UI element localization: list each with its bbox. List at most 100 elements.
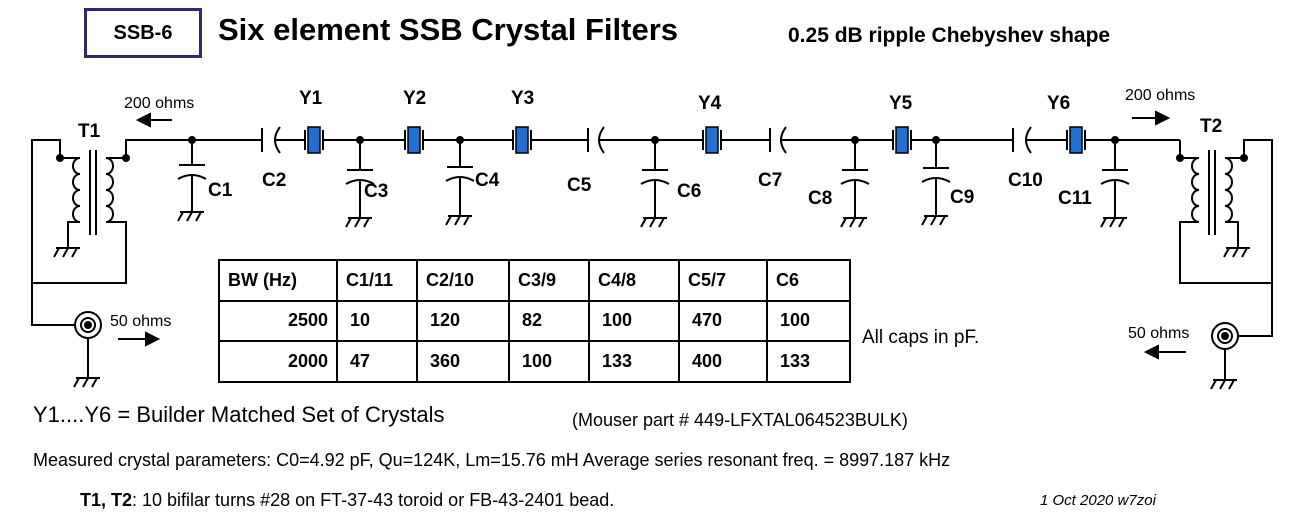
ground-icon: [53, 247, 80, 258]
table-cell: 400: [678, 340, 768, 383]
label-y1: Y1: [299, 88, 323, 109]
table-header-row: BW (Hz) C1/11 C2/10 C3/9 C4/8 C5/7 C6: [218, 259, 851, 302]
table-cell: 82: [508, 299, 590, 343]
arrow-icon-left-top: [135, 112, 172, 128]
label-c6: C6: [677, 181, 701, 202]
table-cell: 120: [416, 299, 510, 343]
transformer-winding-text: : 10 bifilar turns #28 on FT-37-43 toroi…: [132, 490, 615, 510]
shunt-capacitor-c9-symbol: [921, 136, 951, 226]
crystal-y5-symbol: [892, 126, 912, 154]
crystal-y1-symbol: [304, 126, 324, 154]
figure-id-badge: SSB-6: [84, 8, 202, 58]
label-y6: Y6: [1047, 93, 1070, 114]
table-cell-bw: 2000: [218, 340, 338, 383]
capacitor-c5-symbol: [587, 126, 605, 154]
ground-icon: [345, 217, 372, 228]
ground-icon: [177, 211, 204, 222]
table-cell: 100: [588, 299, 680, 343]
page-subtitle: 0.25 dB ripple Chebyshev shape: [788, 24, 1111, 47]
transformer-t2-symbol: [1176, 139, 1273, 284]
transformer-winding-label: T1, T2: [80, 490, 133, 510]
table-cell: 360: [416, 340, 510, 383]
arrow-icon-right-top: [1132, 110, 1171, 126]
shunt-capacitor-c3-symbol: [345, 136, 375, 228]
ground-icon: [640, 217, 667, 228]
crystal-set-note: Y1....Y6 = Builder Matched Set of Crysta…: [33, 402, 445, 427]
caps-unit-note: All caps in pF.: [862, 327, 980, 348]
table-header-cell: BW (Hz): [218, 259, 338, 302]
label-c10: C10: [1008, 170, 1043, 191]
measured-parameters-note: Measured crystal parameters: C0=4.92 pF,…: [33, 450, 951, 470]
label-c2: C2: [262, 170, 286, 191]
table-cell: 47: [336, 340, 418, 383]
table-cell: 100: [508, 340, 590, 383]
table-header-cell: C5/7: [678, 259, 768, 302]
label-c1: C1: [208, 180, 233, 201]
label-c7: C7: [758, 170, 782, 191]
ground-icon: [73, 377, 100, 388]
label-c5: C5: [567, 175, 592, 196]
ground-icon: [921, 215, 948, 226]
shunt-capacitors: [177, 136, 1130, 228]
ground-icon: [1100, 217, 1127, 228]
table-header-cell: C1/11: [336, 259, 418, 302]
ground-icon: [445, 215, 472, 226]
table-header-cell: C3/9: [508, 259, 590, 302]
capacitor-c10-symbol: [1012, 126, 1032, 154]
table-cell: 133: [588, 340, 680, 383]
crystals-group: [304, 126, 1086, 154]
crystal-y6-symbol: [1066, 126, 1086, 154]
date-author-note: 1 Oct 2020 w7zoi: [1040, 492, 1156, 509]
badge-text: SSB-6: [113, 21, 173, 44]
table-cell: 470: [678, 299, 768, 343]
label-c4: C4: [475, 170, 500, 191]
table-row: 2000 47 360 100 133 400 133: [218, 340, 851, 383]
shunt-capacitor-c11-symbol: [1100, 136, 1130, 228]
shunt-capacitor-c8-symbol: [840, 136, 870, 228]
table-cell: 133: [766, 340, 851, 383]
label-impedance-right-top: 200 ohms: [1125, 87, 1195, 104]
label-c11: C11: [1058, 188, 1092, 209]
mouser-part-note: (Mouser part # 449-LFXTAL064523BULK): [572, 410, 908, 430]
capacitor-c2-symbol: [261, 126, 281, 154]
transformer-t1-symbol: [31, 139, 130, 284]
label-c8: C8: [808, 188, 832, 209]
table-cell: 100: [766, 299, 851, 343]
shunt-capacitor-c6-symbol: [640, 136, 670, 228]
label-y5: Y5: [889, 93, 913, 114]
label-t2: T2: [1200, 116, 1222, 137]
label-impedance-left-bottom: 50 ohms: [110, 313, 171, 330]
label-y2: Y2: [403, 88, 426, 109]
label-t1: T1: [78, 121, 101, 142]
arrow-icon-left-bottom: [118, 331, 161, 347]
label-impedance-right-bottom: 50 ohms: [1128, 325, 1189, 342]
table-header-cell: C2/10: [416, 259, 510, 302]
label-y3: Y3: [511, 88, 534, 109]
label-c3: C3: [364, 181, 388, 202]
table-cell-bw: 2500: [218, 299, 338, 343]
label-impedance-left-top: 200 ohms: [124, 95, 194, 112]
capacitor-values-table: BW (Hz) C1/11 C2/10 C3/9 C4/8 C5/7 C6 25…: [218, 259, 851, 383]
crystal-y3-symbol: [512, 126, 532, 154]
coax-connector-right: [1211, 283, 1273, 380]
ground-icon: [1223, 247, 1250, 258]
label-y4: Y4: [698, 93, 722, 114]
table-header-cell: C4/8: [588, 259, 680, 302]
capacitor-c7-symbol: [769, 126, 787, 154]
table-row: 2500 10 120 82 100 470 100: [218, 299, 851, 343]
transformer-winding-note: T1, T2: 10 bifilar turns #28 on FT-37-43…: [80, 490, 614, 511]
ground-symbols: [53, 247, 1250, 390]
crystal-y2-symbol: [404, 126, 424, 154]
coax-connector-left: [31, 283, 102, 378]
shunt-capacitor-c4-symbol: [445, 136, 475, 226]
ground-icon: [840, 217, 867, 228]
shunt-capacitor-c1-symbol: [177, 136, 207, 222]
label-c9: C9: [950, 187, 974, 208]
ground-icon: [1210, 379, 1237, 390]
table-header-cell: C6: [766, 259, 851, 302]
crystal-y4-symbol: [702, 126, 722, 154]
table-cell: 10: [336, 299, 418, 343]
arrow-icon-right-bottom: [1143, 344, 1186, 360]
page-title: Six element SSB Crystal Filters: [218, 12, 679, 47]
